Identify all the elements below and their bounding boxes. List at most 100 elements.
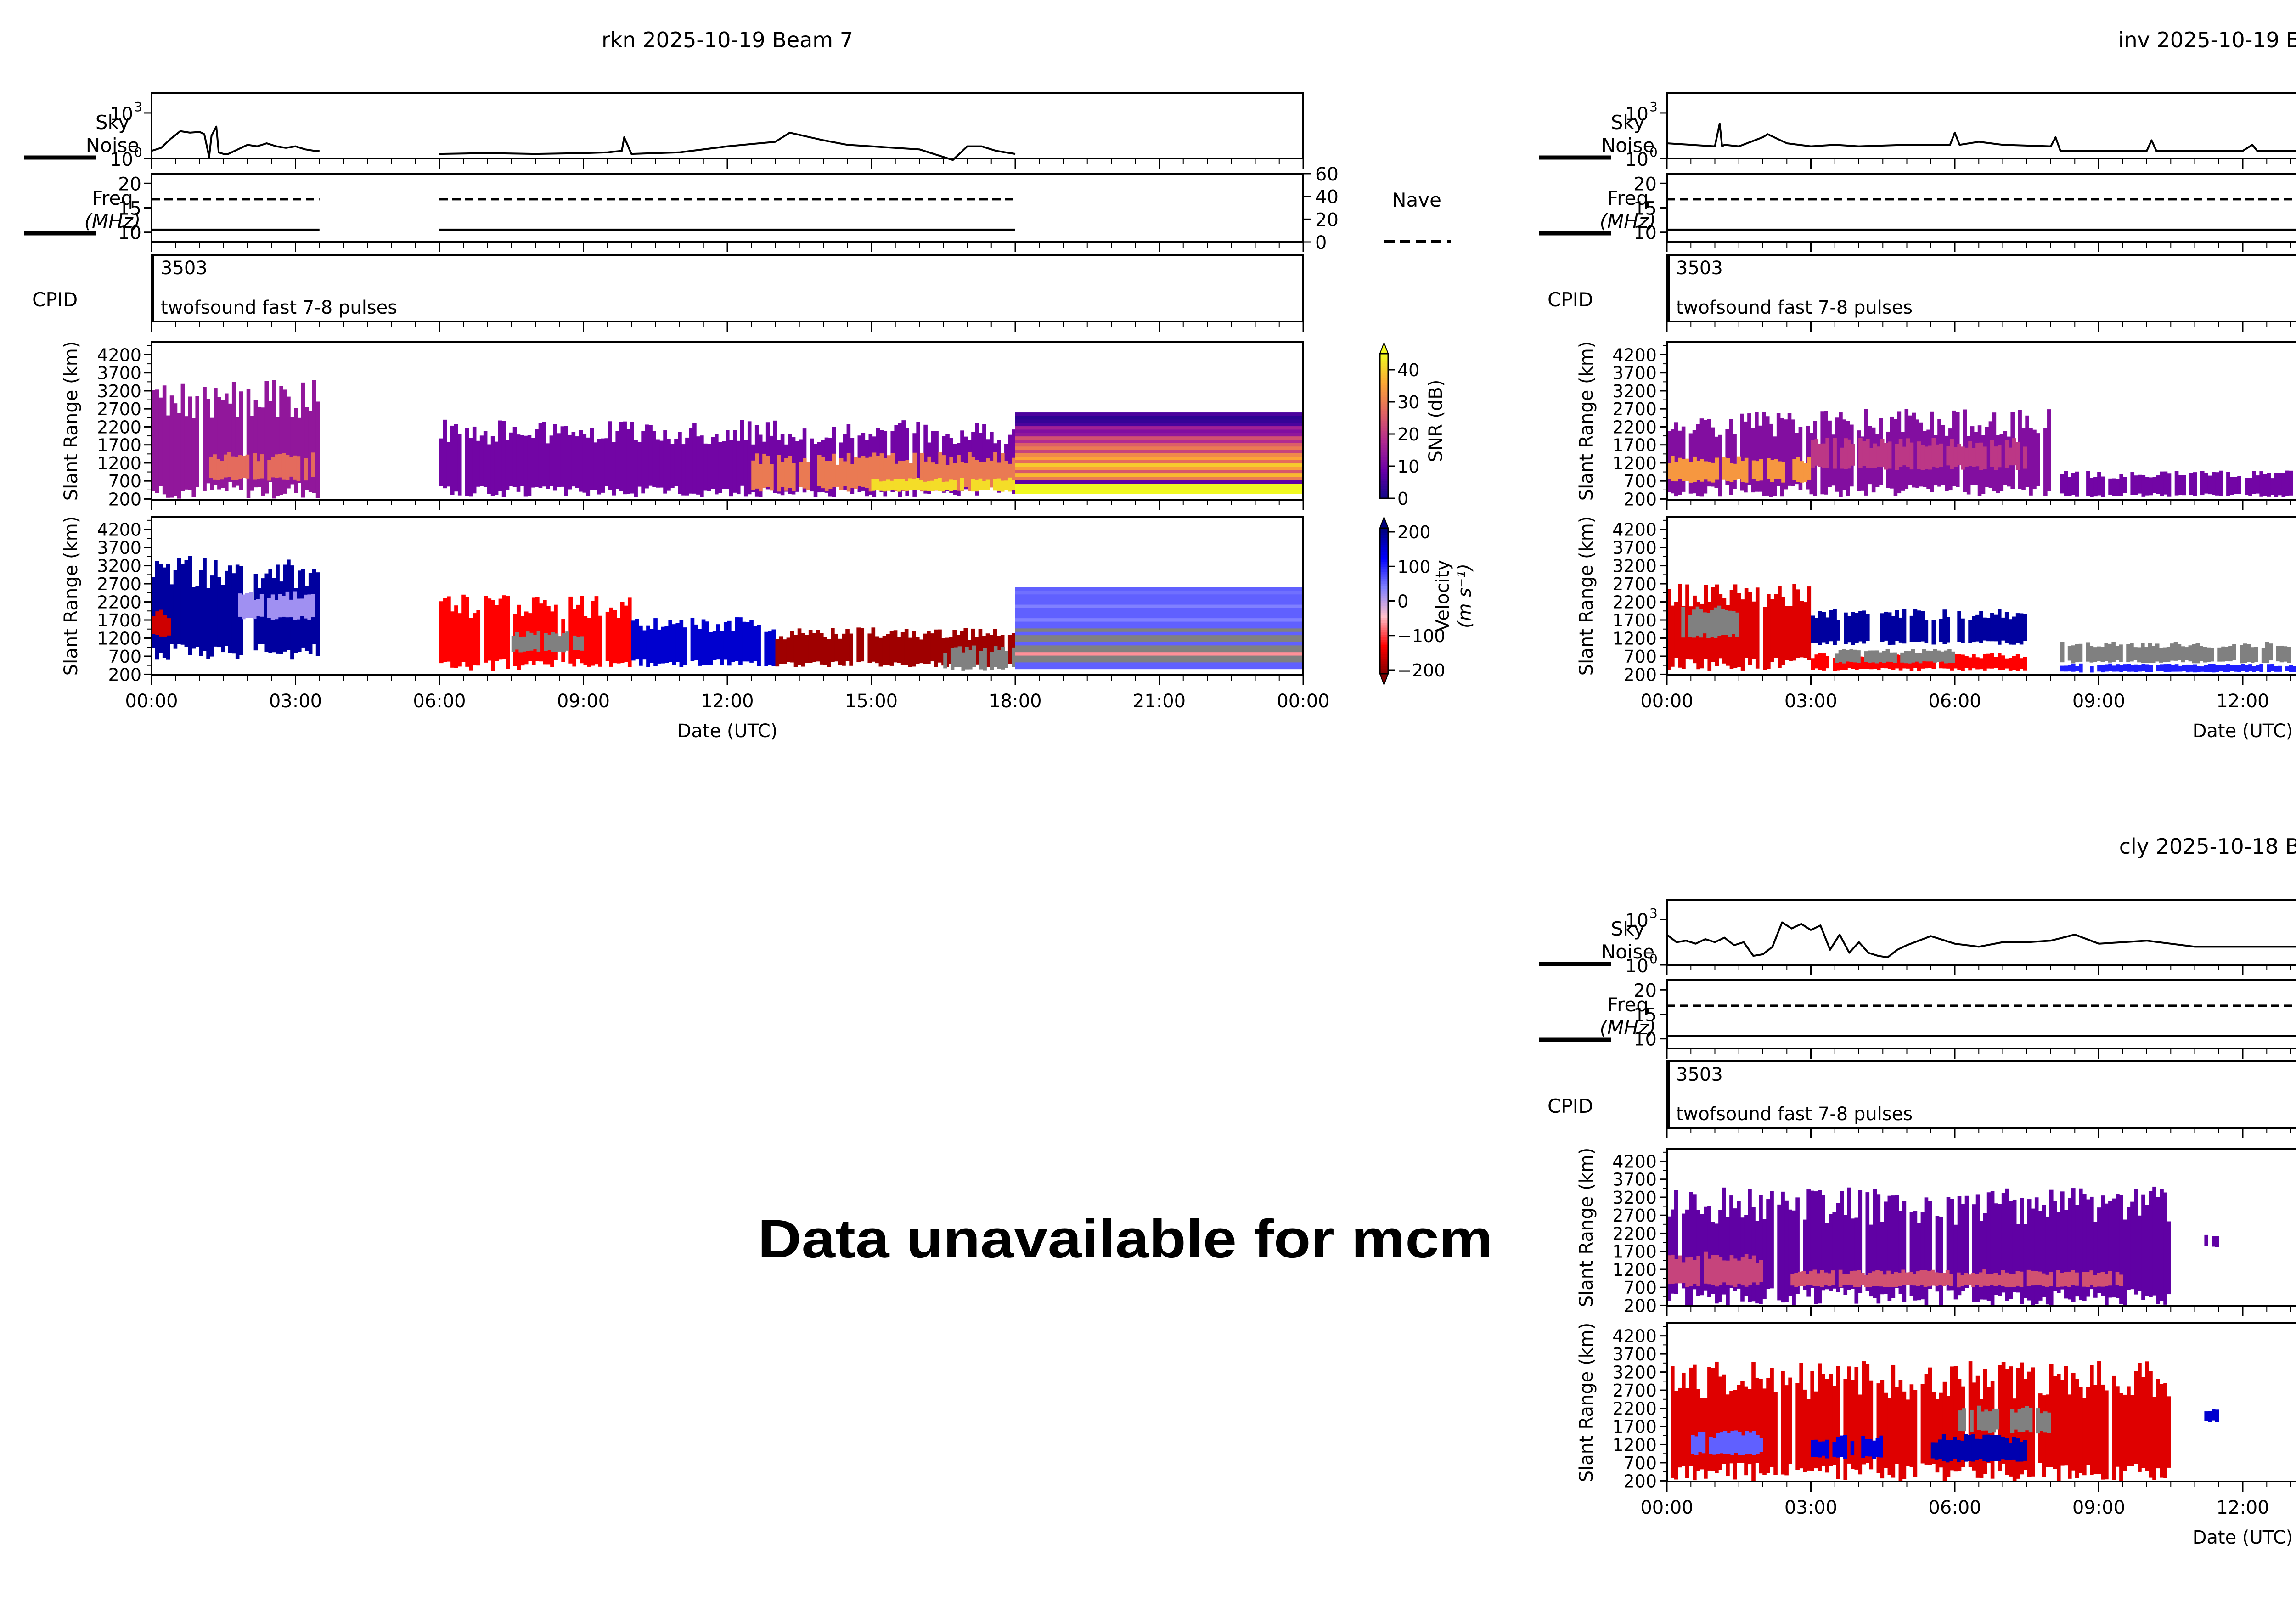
snr-cell (1873, 1189, 1877, 1298)
y-tick-label: 3200 (97, 381, 141, 401)
velocity-cell (2199, 646, 2204, 661)
snr-cell (210, 417, 214, 490)
velocity-cell (1913, 1390, 1918, 1477)
snr-cell (446, 441, 451, 487)
snr-cell (1997, 1275, 2002, 1285)
snr-cell (2263, 474, 2268, 496)
velocity-cell (1857, 650, 1861, 663)
snr-cell (915, 478, 920, 490)
snr-cell (2049, 1189, 2054, 1305)
velocity-cell (2127, 1386, 2131, 1466)
velocity-cell (979, 651, 984, 670)
colorbar-segment (1380, 406, 1388, 410)
snr-cell (1674, 1259, 1678, 1284)
velocity-cell (2185, 664, 2190, 673)
velocity-cell (1995, 1408, 2000, 1430)
colorbar-segment (1380, 370, 1388, 373)
velocity-cell (989, 635, 994, 662)
snr-cell (472, 426, 477, 494)
colorbar-segment (1380, 481, 1388, 485)
colorbar-segment (1380, 363, 1388, 366)
velocity-cell (1993, 1435, 1998, 1461)
snr-cell (685, 437, 689, 496)
velocity-cell (1997, 653, 2002, 671)
velocity-cell (293, 591, 297, 620)
velocity-data (1671, 1361, 2219, 1481)
snr-cell (1923, 1270, 1928, 1287)
colorbar-extend-min (1379, 673, 1389, 686)
velocity-cell (1706, 613, 1711, 638)
velocity-cell (2166, 647, 2171, 662)
cpid-name: twofsound fast 7-8 pulses (1676, 297, 1913, 318)
snr-cell (1982, 1269, 1986, 1286)
snr-cell (2071, 1270, 2075, 1285)
velocity-cell (716, 624, 720, 660)
velocity-cell (1909, 615, 1914, 642)
snr-cell (1751, 460, 1756, 479)
velocity-cell (1851, 612, 1855, 645)
snr-cell (2252, 471, 2256, 494)
sky-noise-line (151, 125, 320, 158)
snr-cell (949, 479, 953, 491)
right-y-tick-label: 40 (1315, 187, 1339, 208)
velocity-cell (1866, 656, 1870, 669)
velocity-cell (594, 596, 599, 665)
y-tick-label: 700 (1623, 1278, 1657, 1298)
velocity-cell (1872, 1440, 1876, 1459)
snr-cell (2090, 478, 2094, 497)
velocity-cell (2141, 1377, 2145, 1468)
snr-cell (2248, 478, 2252, 496)
velocity-cell (957, 646, 962, 667)
colorbar-segment (1380, 404, 1388, 407)
snr-fill-band (1015, 466, 1303, 470)
velocity-cell (1738, 1432, 1742, 1455)
snr-cell (865, 457, 869, 488)
snr-cell (1718, 1210, 1722, 1302)
velocity-fill-band (1015, 635, 1303, 639)
velocity-cell (2226, 664, 2230, 672)
velocity-cell (2071, 1372, 2076, 1471)
y-tick-label: 1200 (1612, 453, 1657, 473)
snr-cell (2093, 1222, 2098, 1298)
velocity-cell (1876, 1383, 1881, 1473)
sky-noise-axes (1666, 92, 2296, 159)
snr-cell (696, 436, 700, 495)
snr-cell (945, 481, 949, 490)
velocity-cell (1889, 652, 1894, 662)
velocity-cell (2079, 1387, 2083, 1473)
velocity-cell (281, 596, 286, 617)
snr-cell (238, 455, 242, 479)
x-tick-label: 03:00 (269, 691, 322, 712)
snr-cell (2067, 1271, 2071, 1287)
snr-cell (1711, 427, 1715, 487)
velocity-cell (900, 632, 905, 665)
colorbar-segment (1380, 569, 1388, 572)
snr-cell (2193, 472, 2197, 496)
x-tick-label: 15:00 (845, 691, 898, 712)
velocity-cell (1908, 651, 1912, 664)
velocity-cell (2285, 666, 2290, 671)
velocity-cell (307, 594, 311, 620)
velocity-cell (1953, 1437, 1957, 1459)
velocity-cell (487, 598, 492, 661)
snr-cell (575, 436, 580, 488)
snr-cell (1715, 457, 1719, 480)
snr-cell (457, 434, 462, 496)
velocity-cell (2246, 644, 2251, 662)
snr-cell (235, 417, 240, 486)
snr-cell (630, 422, 634, 494)
snr-cell (1718, 1257, 1723, 1285)
snr-cell (722, 441, 726, 489)
snr-cell (986, 458, 990, 490)
snr-cell (1678, 457, 1682, 479)
y-tick-exponent: 3 (1649, 99, 1658, 114)
snr-cell (1707, 1206, 1711, 1297)
velocity-cell (679, 620, 684, 667)
velocity-cell (1781, 1371, 1785, 1475)
velocity-cell (2130, 665, 2135, 672)
snr-cell (195, 396, 199, 488)
snr-cell (901, 420, 906, 491)
velocity-cell (1918, 653, 1923, 664)
snr-cell (234, 457, 239, 480)
